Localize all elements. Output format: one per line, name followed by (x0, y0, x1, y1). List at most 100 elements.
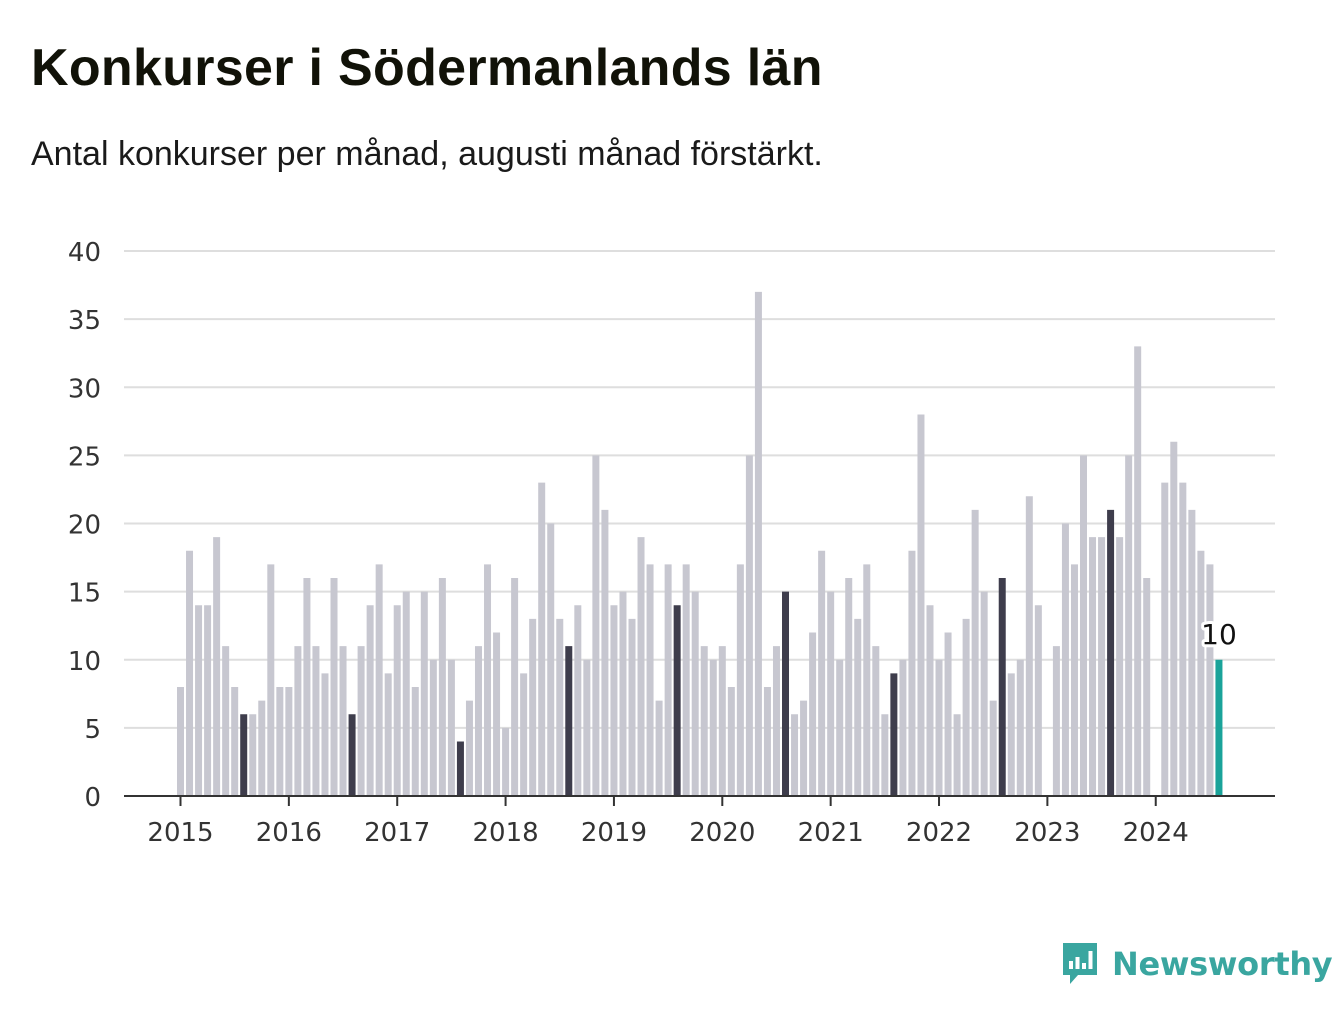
bar (429, 659, 437, 796)
y-tick-label: 35 (68, 306, 101, 336)
bar (547, 523, 555, 796)
bar (718, 646, 726, 796)
bar (520, 673, 528, 796)
bar (375, 564, 383, 796)
bar (465, 700, 473, 796)
bar-august (1107, 509, 1115, 796)
bar (357, 646, 365, 796)
bar (1052, 646, 1060, 796)
bar (285, 687, 293, 796)
bar (574, 605, 582, 796)
x-tick-label: 2017 (364, 818, 430, 848)
bar-august (565, 646, 573, 796)
bar (267, 564, 275, 796)
bar-august (998, 578, 1006, 796)
bar (393, 605, 401, 796)
bar (538, 482, 546, 796)
x-tick-label: 2019 (581, 818, 647, 848)
bar (529, 618, 537, 796)
y-tick-label: 25 (68, 442, 101, 472)
bar (1080, 455, 1087, 796)
bar (258, 700, 266, 796)
bar (791, 714, 799, 796)
x-tick-label: 2023 (1014, 818, 1080, 848)
bar-august (782, 591, 790, 796)
bar (628, 618, 636, 796)
bar (1007, 673, 1015, 796)
bar (809, 632, 817, 796)
bar (655, 700, 663, 796)
current-value-label: 10 (1201, 618, 1237, 651)
bar (420, 591, 428, 796)
bar (845, 578, 853, 796)
bar (601, 509, 609, 796)
bar-august (348, 714, 356, 796)
bar (980, 591, 988, 796)
bar (863, 564, 871, 796)
chart-subtitle: Antal konkurser per månad, augusti månad… (31, 135, 823, 173)
bar (691, 591, 699, 796)
bar (330, 578, 338, 796)
bar (303, 578, 311, 796)
bar (339, 646, 347, 796)
bar (1025, 496, 1033, 796)
bar (493, 632, 501, 796)
bar (592, 455, 600, 796)
bar (800, 700, 808, 796)
bar (727, 687, 735, 796)
bar-august (456, 741, 464, 796)
bar (818, 550, 826, 796)
bar (610, 605, 618, 796)
bar (899, 659, 907, 796)
bar (953, 714, 961, 796)
bar (366, 605, 374, 796)
x-tick-label: 2020 (689, 818, 755, 848)
bar (204, 605, 212, 796)
bar (447, 659, 455, 796)
bar (1206, 564, 1214, 796)
bar (222, 646, 230, 796)
bar (502, 727, 510, 796)
bar (583, 659, 591, 796)
bar (664, 564, 672, 796)
bar (944, 632, 952, 796)
y-tick-label: 0 (84, 783, 101, 813)
bar (1034, 605, 1042, 796)
bar-current (1215, 659, 1223, 796)
bar (700, 646, 708, 796)
bar-august (890, 673, 898, 796)
bar (1134, 346, 1142, 796)
bar (231, 687, 239, 796)
bar (754, 291, 762, 796)
x-tick-label: 2024 (1123, 818, 1189, 848)
bar (827, 591, 835, 796)
newsworthy-logo-icon (1063, 943, 1097, 984)
x-tick-label: 2016 (256, 818, 322, 848)
bar (186, 550, 194, 796)
brand-logo: Newsworthy (1060, 940, 1333, 988)
bar (294, 646, 302, 796)
bar (1098, 537, 1106, 796)
y-tick-label: 20 (68, 511, 101, 541)
bar (1116, 537, 1124, 796)
bar (195, 605, 203, 796)
bar (763, 687, 771, 796)
bar (962, 618, 970, 796)
bar (637, 537, 645, 796)
bar (1125, 455, 1133, 796)
bar (745, 455, 753, 796)
bar (1070, 564, 1078, 796)
bar (438, 578, 446, 796)
bar (1061, 523, 1069, 796)
bar (1161, 482, 1169, 796)
bar (321, 673, 329, 796)
bar (249, 714, 257, 796)
bar (312, 646, 320, 796)
bar (1197, 550, 1205, 796)
bar (872, 646, 880, 796)
bar (971, 509, 979, 796)
x-tick-label: 2018 (472, 818, 538, 848)
bar (772, 646, 780, 796)
bar (1016, 659, 1024, 796)
y-tick-label: 10 (68, 647, 101, 677)
